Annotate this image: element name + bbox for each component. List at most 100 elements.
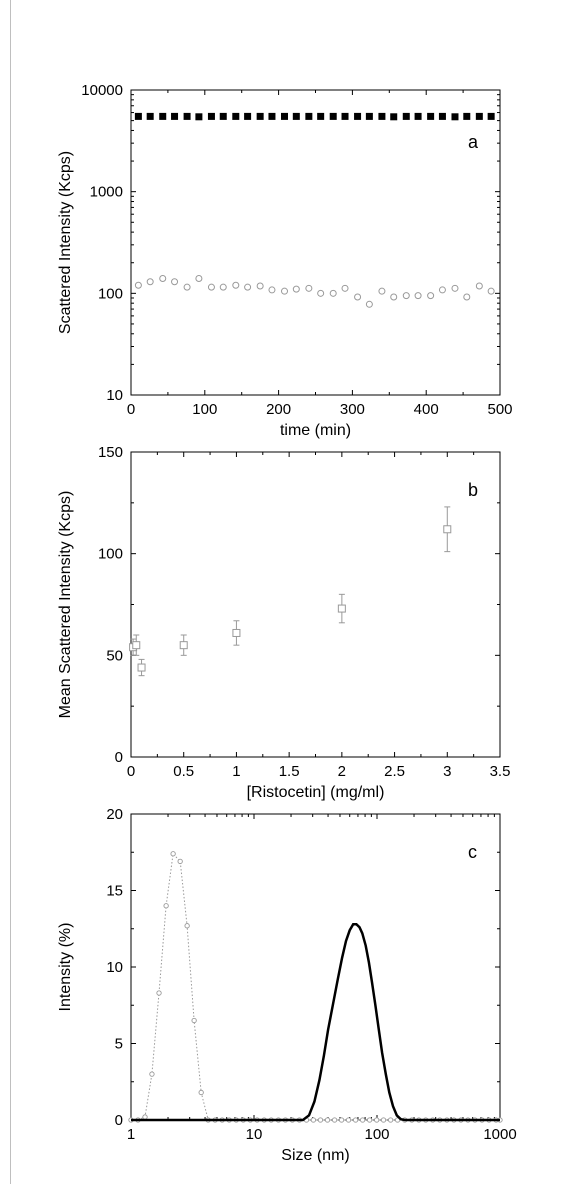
- x-tick-label: 0: [127, 401, 135, 418]
- data-point: [329, 112, 337, 120]
- data-point: [317, 1117, 324, 1123]
- y-tick-label: 100: [98, 285, 123, 302]
- data-point: [232, 628, 241, 637]
- data-point: [134, 112, 142, 120]
- data-point: [171, 112, 179, 120]
- y-tick-label: 5: [115, 1036, 123, 1053]
- series-a-1: [134, 274, 495, 308]
- series-a-0: [134, 112, 495, 121]
- data-point: [427, 112, 435, 120]
- data-point: [281, 112, 289, 120]
- data-point: [475, 282, 483, 290]
- data-point: [378, 287, 386, 295]
- y-tick-label: 1000: [90, 184, 123, 201]
- data-point: [149, 1071, 155, 1077]
- data-point: [341, 112, 349, 120]
- data-point: [310, 1117, 317, 1123]
- data-point: [219, 112, 227, 120]
- data-point: [268, 112, 276, 120]
- x-tick-label: 1: [232, 763, 240, 780]
- data-point: [365, 300, 373, 308]
- x-tick-label: 10: [246, 1126, 263, 1143]
- x-axis-label: time (min): [280, 422, 351, 439]
- page-left-rule: [10, 0, 11, 1184]
- data-point: [171, 278, 179, 286]
- data-point: [380, 1117, 387, 1123]
- x-tick-label: 100: [364, 1126, 389, 1143]
- y-tick-label: 150: [98, 444, 123, 461]
- data-point: [184, 923, 190, 929]
- data-point: [359, 1117, 366, 1123]
- data-point: [292, 112, 300, 120]
- data-point: [198, 1089, 204, 1096]
- x-tick-label: 0: [127, 763, 135, 780]
- data-point: [487, 287, 495, 295]
- x-tick-label: 100: [192, 401, 217, 418]
- data-point: [402, 292, 410, 300]
- y-tick-label: 0: [115, 1112, 123, 1129]
- series-line: [131, 852, 500, 1121]
- x-tick-label: 3: [443, 763, 451, 780]
- x-tick-label: 400: [414, 401, 439, 418]
- series-c-0: [128, 851, 503, 1123]
- data-point: [390, 113, 398, 121]
- data-point: [366, 1117, 373, 1123]
- data-point: [244, 283, 252, 291]
- data-point: [268, 286, 276, 294]
- y-axis-label: Intensity (%): [57, 923, 74, 1012]
- data-point: [338, 1117, 345, 1123]
- data-point: [463, 293, 471, 301]
- plot-frame-b: [130, 451, 501, 758]
- data-point: [134, 281, 142, 289]
- data-point: [305, 112, 313, 120]
- x-tick-label: 1.5: [279, 763, 300, 780]
- data-point: [195, 274, 203, 282]
- data-point: [354, 293, 362, 301]
- x-tick-label: 200: [266, 401, 291, 418]
- series-b-0: [129, 506, 452, 677]
- plot-frame-c: [130, 813, 501, 1121]
- x-tick-label: 3.5: [490, 763, 511, 780]
- data-point: [179, 641, 188, 650]
- data-point: [354, 112, 362, 120]
- data-point: [329, 289, 337, 297]
- y-tick-label: 50: [106, 647, 123, 664]
- panel-label: b: [468, 480, 478, 500]
- panel-a: 0 100 200 300 400 500 10 100 1000 10000 time (min)…: [57, 82, 513, 439]
- data-point: [132, 641, 141, 650]
- data-point: [443, 525, 452, 534]
- y-tick-label: 0: [115, 749, 123, 766]
- data-point: [142, 1114, 148, 1120]
- data-point: [451, 284, 459, 292]
- panel-label: a: [468, 132, 479, 152]
- data-point: [170, 851, 176, 857]
- x-tick-label: 1000: [483, 1126, 516, 1143]
- data-point: [341, 284, 349, 292]
- data-point: [183, 112, 191, 120]
- data-point: [337, 604, 346, 613]
- data-point: [414, 112, 422, 120]
- data-point: [345, 1117, 352, 1123]
- data-point: [207, 112, 215, 120]
- x-tick-label: 300: [340, 401, 365, 418]
- data-point: [331, 1117, 338, 1123]
- y-tick-label: 10: [106, 387, 123, 404]
- data-point: [281, 287, 289, 295]
- data-point: [352, 1117, 359, 1123]
- data-point: [487, 112, 495, 120]
- data-point: [232, 281, 240, 289]
- data-point: [163, 903, 169, 909]
- data-point: [183, 283, 191, 291]
- y-axis-label: Scattered Intensity (Kcps): [57, 151, 74, 334]
- data-point: [317, 112, 325, 120]
- data-point: [451, 113, 459, 121]
- data-point: [256, 282, 264, 290]
- y-tick-label: 20: [106, 806, 123, 823]
- panel-c: 1 10 100 1000 0 5 10 15 20 Size (nm) Intensity (%)…: [57, 806, 517, 1164]
- data-point: [438, 286, 446, 294]
- data-point: [414, 292, 422, 300]
- data-point: [402, 112, 410, 120]
- data-point: [232, 112, 240, 120]
- data-point: [159, 112, 167, 120]
